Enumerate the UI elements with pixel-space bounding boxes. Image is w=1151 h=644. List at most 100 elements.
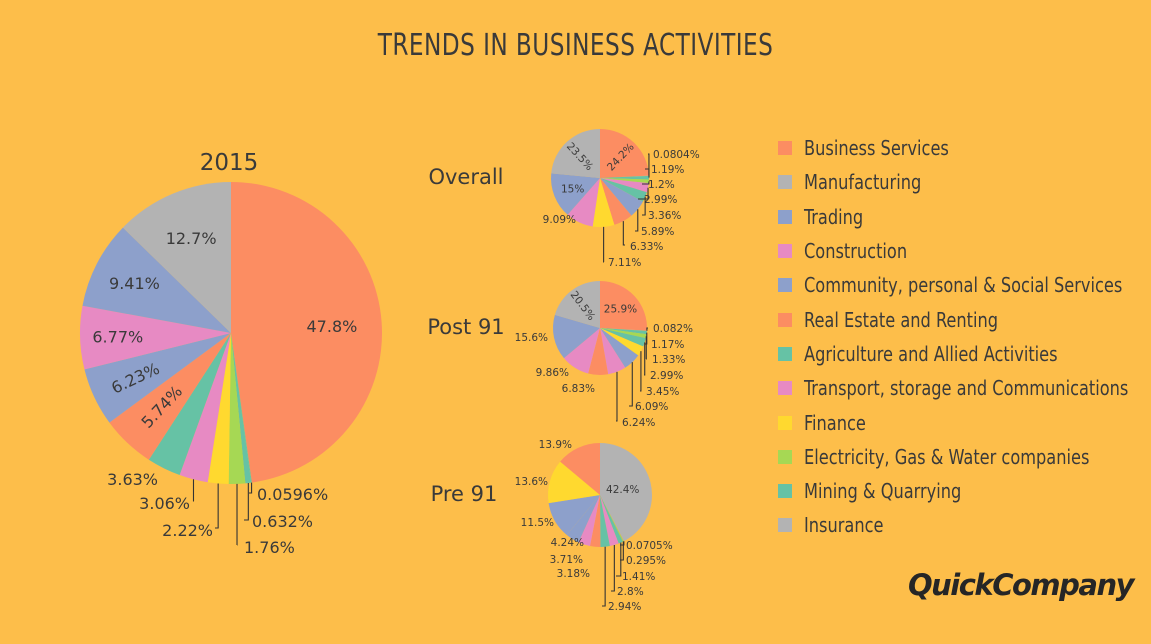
data-label: 15.6% xyxy=(515,332,548,344)
legend-label: Manufacturing xyxy=(804,170,922,195)
pie-slice xyxy=(600,281,647,331)
leader-line xyxy=(602,546,606,607)
data-label: 6.77% xyxy=(92,327,143,346)
leader-line xyxy=(616,371,618,422)
legend-swatch xyxy=(778,141,792,156)
data-label: 9.86% xyxy=(536,367,569,379)
legend-label: Transport, storage and Communications xyxy=(804,376,1129,401)
data-label: 0.0596% xyxy=(257,485,328,504)
leader-line xyxy=(640,351,642,392)
data-label: 3.18% xyxy=(557,568,590,580)
pie-slice xyxy=(600,328,626,375)
data-label: 15% xyxy=(561,184,584,196)
data-label: 1.41% xyxy=(622,571,655,583)
leader-line xyxy=(644,342,646,376)
pie-slice xyxy=(600,495,619,547)
legend-item: Real Estate and Renting xyxy=(778,302,1151,336)
legend-swatch xyxy=(778,346,792,361)
pie-slice xyxy=(600,328,647,339)
leader-line xyxy=(646,327,648,331)
legend-label: Community, personal & Social Services xyxy=(804,273,1123,298)
pie-slice xyxy=(600,178,643,216)
data-label: 0.295% xyxy=(626,555,666,567)
pie-3: Pre 91 42.4% 0.0705% 0.295% 1.41% 2.8% 2.94% 3.… xyxy=(431,439,673,613)
legend-label: Business Services xyxy=(804,136,949,161)
leader-line xyxy=(645,168,650,178)
pie-slice xyxy=(563,328,600,374)
data-label: 1.17% xyxy=(651,339,684,351)
pie-title: Post 91 xyxy=(427,315,504,339)
pie-slice xyxy=(600,178,649,184)
data-label: 6.83% xyxy=(562,383,595,395)
pie-slice xyxy=(592,178,615,227)
data-label: 0.632% xyxy=(252,512,313,531)
pie-slice xyxy=(231,333,252,483)
leader-line xyxy=(192,479,195,502)
data-label: 25.9% xyxy=(604,303,637,315)
data-label: 13.9% xyxy=(539,439,572,451)
pie-title: 2015 xyxy=(200,150,259,176)
data-label: 2.8% xyxy=(617,586,644,598)
data-label: 4.24% xyxy=(551,537,584,549)
data-label: 11.5% xyxy=(521,517,554,529)
pie-slice xyxy=(553,314,600,359)
leader-line xyxy=(638,187,649,200)
leader-line xyxy=(611,544,615,592)
legend-item: Electricity, Gas & Water companies xyxy=(778,440,1151,474)
leader-line xyxy=(635,209,639,232)
pie-slice xyxy=(84,333,231,423)
leader-line xyxy=(215,483,219,529)
data-label: 13.6% xyxy=(515,476,548,488)
data-label: 3.71% xyxy=(550,554,583,566)
pie-slice xyxy=(122,182,231,333)
data-label: 9.09% xyxy=(543,214,576,226)
pie-slice xyxy=(551,173,600,215)
legend-item: Trading xyxy=(778,200,1151,234)
leader-line xyxy=(642,181,650,185)
data-label: 42.4% xyxy=(606,484,639,496)
legend-item: Insurance xyxy=(778,508,1151,542)
pie-0: 2015 47.8% 0.0596% 0.632% 1.76% 2.22% 3.06% 3.6… xyxy=(79,150,382,557)
pie-slice xyxy=(600,495,624,542)
data-label: 2.99% xyxy=(650,370,683,382)
pie-slice xyxy=(600,175,649,178)
pie-title: Pre 91 xyxy=(431,482,498,506)
pie-slice xyxy=(554,281,600,328)
data-label: 3.45% xyxy=(646,386,679,398)
legend-label: Real Estate and Renting xyxy=(804,307,999,332)
pie-slice xyxy=(600,328,639,368)
pie-slice xyxy=(590,495,601,547)
data-label: 2.94% xyxy=(608,601,641,613)
data-label: 3.06% xyxy=(139,494,190,513)
pie-slice xyxy=(600,443,653,542)
legend-label: Insurance xyxy=(804,513,884,538)
data-label: 1.19% xyxy=(651,164,684,176)
pie-slice xyxy=(231,182,382,483)
legend-swatch xyxy=(778,518,792,533)
data-label: 5.89% xyxy=(641,226,674,238)
pie-slice xyxy=(600,175,649,180)
data-label: 2.99% xyxy=(644,194,677,206)
legend-swatch xyxy=(778,484,792,499)
data-label: 1.2% xyxy=(648,179,675,191)
data-label: 1.76% xyxy=(244,538,295,557)
data-label: 6.09% xyxy=(635,401,668,413)
pie-slice xyxy=(228,333,246,484)
pie-slice xyxy=(231,333,252,484)
leader-line xyxy=(249,482,253,494)
pie-slice xyxy=(82,227,232,333)
pie-slice xyxy=(600,178,647,202)
leader-line xyxy=(642,197,646,216)
legend-label: Construction xyxy=(804,239,908,264)
data-label: 0.0705% xyxy=(626,540,673,552)
legend-label: Agriculture and Allied Activities xyxy=(804,341,1058,366)
pie-slice xyxy=(567,178,600,227)
pie-slice xyxy=(600,495,623,544)
data-label: 1.33% xyxy=(652,354,685,366)
data-label: 2.22% xyxy=(162,521,213,540)
leader-line xyxy=(629,362,633,407)
legend-swatch xyxy=(778,415,792,430)
legend-swatch xyxy=(778,175,792,190)
legend-label: Finance xyxy=(804,410,866,435)
